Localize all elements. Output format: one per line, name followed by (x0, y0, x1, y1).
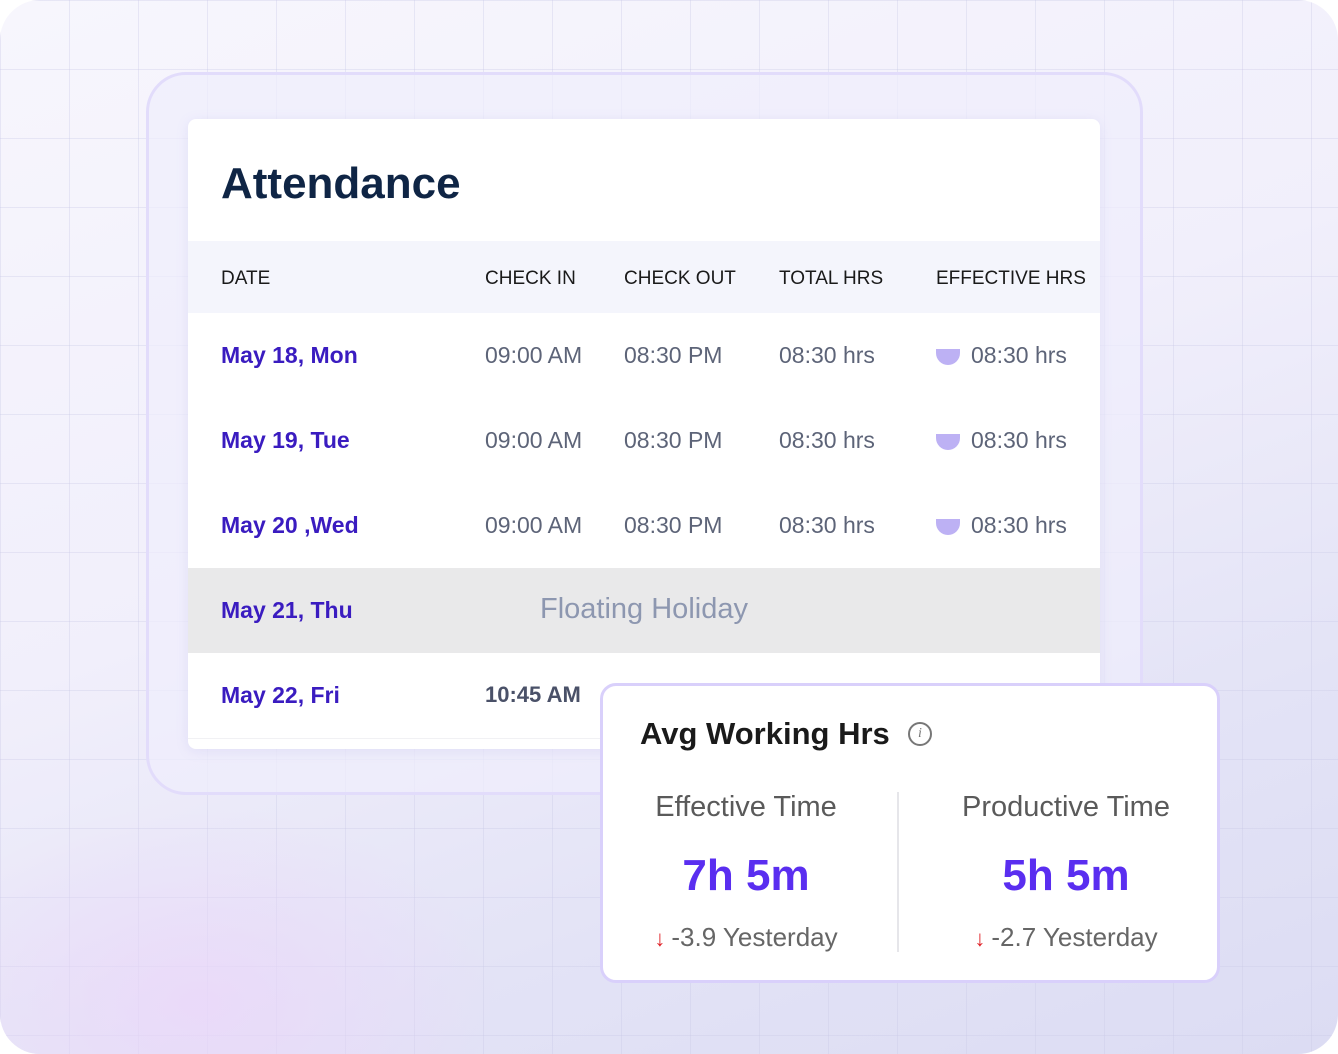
title: Attendance (221, 159, 461, 208)
date: May 21, Thu (221, 597, 353, 623)
metric-label: Effective Time (655, 791, 837, 823)
metric-value: 5h 5m (1002, 851, 1130, 900)
attendance-card: Attendance DATE CHECK IN CHECK OUT TOTAL HR… (188, 119, 1100, 749)
total: 08:30 hrs (779, 342, 875, 368)
check-in: 09:00 AM (485, 342, 583, 368)
check-out: 08:30 PM (624, 342, 723, 368)
change-text: -2.7 Yesterday (991, 922, 1158, 952)
down-arrow: ↓ (654, 926, 666, 951)
holiday-note: Floating Holiday (540, 593, 748, 625)
column-header: EFFECTIVE HRS (936, 268, 1086, 289)
metric-value: 7h 5m (682, 851, 810, 900)
summary-card: Avg Working Hrs i Effective Time 7h 5m ↓ -3… (600, 683, 1220, 983)
table-row: May 21, Thu Floating Holiday (188, 568, 1100, 654)
date: May 22, Fri (221, 682, 340, 708)
info-icon[interactable]: i (908, 722, 932, 746)
date: May 19, Tue (221, 427, 350, 453)
status-icon (936, 349, 960, 365)
date: May 18, Mon (221, 342, 358, 368)
metric-change: ↓ -2.7 Yesterday (916, 922, 1216, 953)
effective: 08:30 hrs (971, 427, 1067, 453)
table-row: May 19, Tue 09:00 AM 08:30 PM 08:30 hrs 08:3… (188, 398, 1100, 484)
metric-label: Productive Time (962, 791, 1170, 823)
table-row: May 20 ,Wed 09:00 AM 08:30 PM 08:30 hrs 08:3… (188, 483, 1100, 569)
column-header: DATE (221, 268, 271, 289)
table-header: DATE CHECK IN CHECK OUT TOTAL HRS EFFECTIVE … (188, 241, 1100, 313)
metric-change: ↓ -3.9 Yesterday (596, 922, 896, 953)
summary-title: Avg Working Hrs (640, 716, 890, 751)
column-header: TOTAL HRS (779, 268, 884, 289)
table-row: May 18, Mon 09:00 AM 08:30 PM 08:30 hrs 08:3… (188, 313, 1100, 399)
change-text: -3.9 Yesterday (671, 922, 838, 952)
effective: 08:30 hrs (971, 342, 1067, 368)
divider (897, 792, 899, 952)
status-icon (936, 434, 960, 450)
date: May 20 ,Wed (221, 512, 359, 538)
total: 08:30 hrs (779, 512, 875, 538)
check-in: 10:45 AM (485, 682, 581, 707)
check-in: 09:00 AM (485, 427, 583, 453)
column-header: CHECK OUT (624, 268, 736, 289)
check-in: 09:00 AM (485, 512, 583, 538)
column-header: CHECK IN (485, 268, 576, 289)
check-out: 08:30 PM (624, 512, 723, 538)
check-out: 08:30 PM (624, 427, 723, 453)
total: 08:30 hrs (779, 427, 875, 453)
down-arrow: ↓ (974, 926, 986, 951)
status-icon (936, 519, 960, 535)
effective: 08:30 hrs (971, 512, 1067, 538)
